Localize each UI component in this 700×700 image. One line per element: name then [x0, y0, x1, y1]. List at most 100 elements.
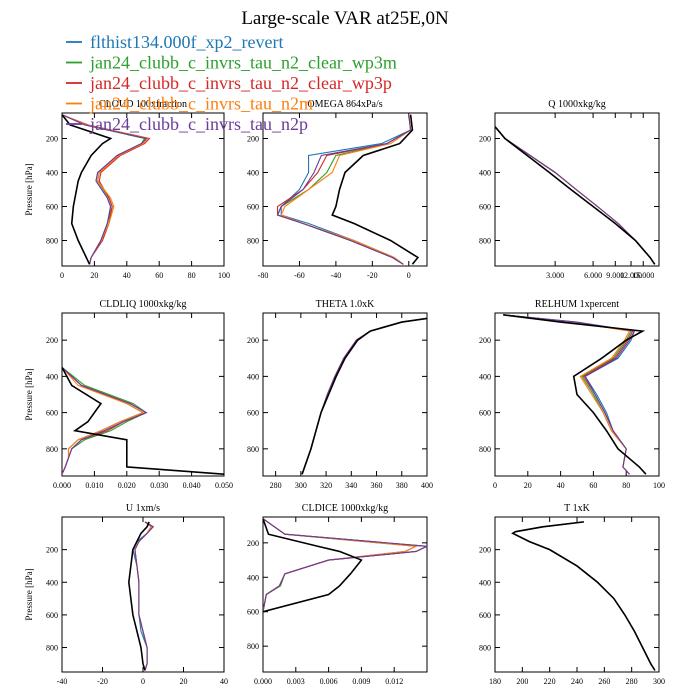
series-line-1	[503, 314, 636, 475]
x-tick-label: 6.000	[584, 271, 602, 280]
series-line-black	[263, 518, 363, 613]
x-tick-label: 100	[653, 481, 665, 490]
plot-frame	[494, 112, 660, 267]
x-tick-label: 240	[571, 677, 583, 686]
series-line-4	[503, 314, 631, 475]
y-tick-label: 600	[247, 203, 259, 212]
series-line-5	[263, 518, 427, 612]
series-line-1	[301, 317, 427, 475]
y-tick-label: 800	[247, 642, 259, 651]
series-group	[301, 317, 427, 475]
y-tick-label: 200	[46, 336, 58, 345]
y-tick-label: 400	[247, 169, 259, 178]
plot-frame	[61, 516, 225, 673]
legend-label: jan24_clubb_c_invrs_tau_n2_clear_wp3p	[89, 73, 392, 93]
plot-frame	[61, 112, 225, 267]
x-tick-label: 340	[345, 481, 357, 490]
series-line-5	[62, 366, 148, 475]
y-tick-label: 400	[479, 372, 491, 381]
panel-title: CLDLIQ 1000xkg/kg	[100, 299, 187, 310]
x-tick-label: 0	[407, 271, 411, 280]
panel-1: CLOUD 100xfraction Pressure [hPa] 0 20 40 60 8…	[24, 99, 230, 280]
series-line-black	[503, 314, 647, 475]
panel-title: CLOUD 100xfraction	[99, 99, 187, 110]
y-tick-label: 800	[46, 445, 58, 454]
y-tick-label: 400	[479, 169, 491, 178]
legend-label: jan24_clubb_c_invrs_tau_n2p	[89, 114, 308, 134]
panel-9: T 1xK 180 200 220 240 260 280 300 200 400 600 800	[479, 503, 665, 686]
x-tick-label: 0.040	[183, 481, 201, 490]
x-tick-label: 40	[123, 271, 131, 280]
y-axis-label: Pressure [hPa]	[24, 163, 34, 215]
series-group	[128, 521, 154, 671]
x-tick-label: 280	[270, 481, 282, 490]
series-group	[276, 114, 420, 265]
legend-label: jan24_clubb_c_invrs_tau_n2_clear_wp3m	[89, 53, 397, 73]
x-tick-label: 0.006	[320, 677, 338, 686]
x-tick-label: 0.020	[118, 481, 136, 490]
series-line-2	[62, 114, 146, 265]
series-line-1	[62, 366, 145, 475]
x-tick-label: 0	[493, 481, 497, 490]
legend-label: jan24_clubb_c_invrs_tau_n2m	[89, 94, 313, 114]
y-tick-label: 800	[247, 445, 259, 454]
x-tick-label: 40	[220, 677, 228, 686]
series-group	[263, 518, 427, 613]
series-group	[62, 366, 224, 475]
x-tick-label: 0.003	[287, 677, 305, 686]
y-tick-label: 200	[247, 135, 259, 144]
x-tick-label: 20	[90, 271, 98, 280]
x-tick-label: 20	[180, 677, 188, 686]
x-tick-label: 380	[396, 481, 408, 490]
series-line-3	[495, 126, 656, 265]
x-tick-label: 80	[188, 271, 196, 280]
series-line-4	[495, 126, 656, 265]
series-line-3	[301, 317, 427, 475]
series-line-3	[277, 114, 412, 265]
series-line-2	[495, 126, 656, 265]
series-line-5	[276, 114, 412, 265]
panel-8: CLDICE 1000xkg/kg 0.000 0.003 0.006 0.009 0.0…	[247, 503, 428, 686]
series-line-3	[62, 366, 148, 475]
panel-7: U 1xm/s Pressure [hPa] -40 -20 0 20 40 200 400 60…	[24, 503, 228, 686]
x-tick-label: 0.000	[254, 677, 272, 686]
series-line-black	[301, 317, 427, 475]
x-tick-label: -20	[97, 677, 108, 686]
x-tick-label: 300	[653, 677, 665, 686]
x-tick-label: 0	[60, 271, 64, 280]
x-tick-label: -20	[367, 271, 378, 280]
x-tick-label: -40	[57, 677, 68, 686]
plot-frame	[262, 312, 428, 477]
x-tick-label: 0	[141, 677, 145, 686]
y-tick-label: 200	[479, 336, 491, 345]
x-tick-label: 0.012	[385, 677, 403, 686]
y-axis-label: Pressure [hPa]	[24, 568, 34, 620]
x-tick-label: 60	[155, 271, 163, 280]
y-tick-label: 800	[46, 644, 58, 653]
series-line-black	[62, 114, 113, 265]
panel-title: OMEGA 864xPa/s	[307, 99, 382, 110]
series-line-4	[280, 114, 412, 265]
y-tick-label: 200	[46, 135, 58, 144]
panel-2: OMEGA 864xPa/s -80 -60 -40 -20 0 200 400 600 800	[247, 99, 428, 280]
series-group	[511, 521, 656, 671]
y-tick-label: 600	[46, 203, 58, 212]
y-tick-label: 600	[479, 611, 491, 620]
x-tick-label: 320	[320, 481, 332, 490]
panel-title: T 1xK	[564, 503, 590, 514]
x-tick-label: 0.050	[215, 481, 233, 490]
figure-title: Large-scale VAR at25E,0N	[241, 8, 449, 29]
y-tick-label: 600	[247, 409, 259, 418]
series-line-2	[503, 314, 632, 475]
series-line-2	[263, 518, 427, 612]
series-line-2	[62, 366, 148, 475]
y-tick-label: 200	[247, 539, 259, 548]
x-tick-label: 20	[524, 481, 532, 490]
x-tick-label: 400	[421, 481, 433, 490]
x-tick-label: -60	[294, 271, 305, 280]
series-line-black	[511, 521, 656, 671]
series-line-3	[263, 518, 427, 612]
series-line-4	[62, 366, 145, 475]
series-line-4	[263, 518, 419, 612]
